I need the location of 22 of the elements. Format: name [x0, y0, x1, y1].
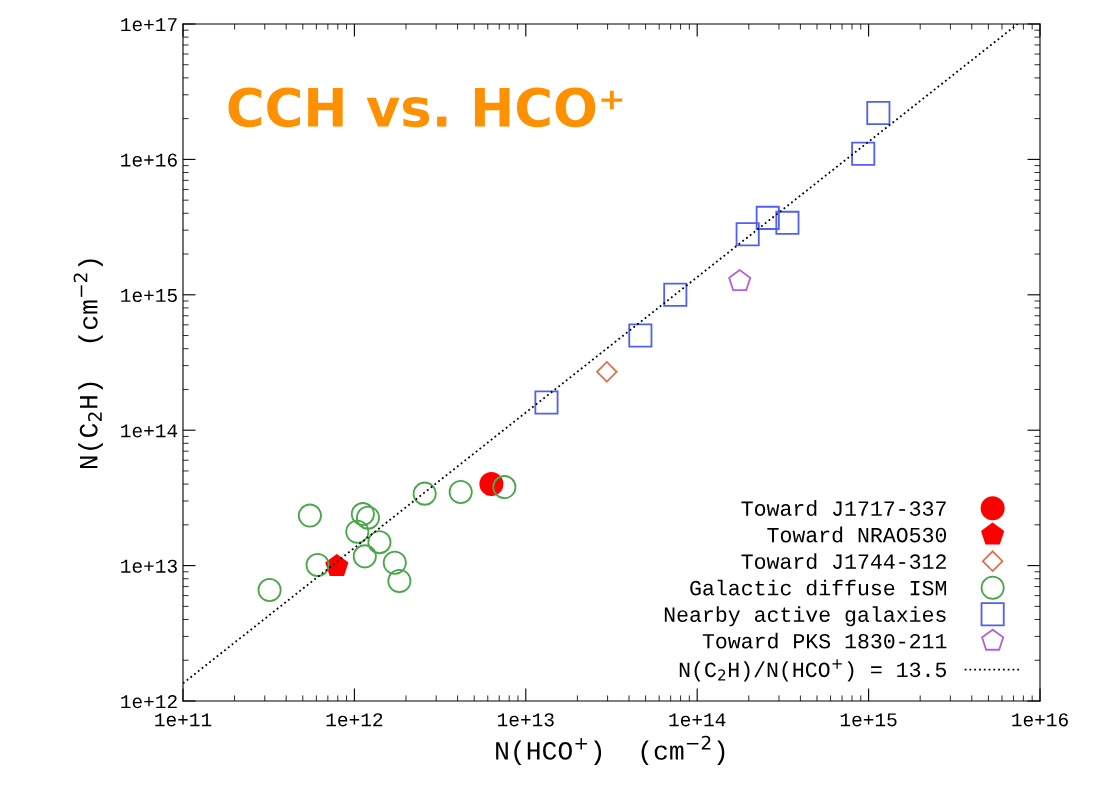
y-tick-label: 1e+14	[121, 424, 178, 438]
x-tick-label: 1e+14	[669, 713, 726, 727]
x-tick-label: 1e+11	[155, 713, 212, 727]
legend-label: Toward PKS 1830-211	[702, 632, 947, 649]
legend-label: Toward NRAO530	[767, 526, 947, 543]
x-tick-label: 1e+12	[326, 713, 383, 727]
x-tick-label: 1e+15	[840, 713, 897, 727]
y-tick-label: 1e+17	[121, 18, 177, 32]
legend-label: Toward J1717-337	[741, 500, 946, 516]
y-tick-label: 1e+13	[121, 559, 177, 573]
text: CCH vs. HCO⁺	[228, 87, 623, 128]
legend-label: Galactic diffuse ISM	[690, 579, 947, 596]
x-axis-title: N(HCO$^{+}$) (cm$^{−2}$)	[496, 735, 725, 766]
legend-label: Nearby active galaxies	[664, 606, 946, 627]
y-tick-label: 1e+12	[121, 695, 177, 709]
y-tick-label: 1e+16	[121, 153, 177, 167]
y-tick-label: 1e+15	[121, 289, 177, 303]
x-tick-label: 1e+13	[498, 713, 554, 727]
legend-label: Toward J1744-312	[741, 553, 946, 569]
x-tick-label: 1e+16	[1012, 713, 1068, 727]
y-axis-title: N(C$_{2}$H) (cm$^{−2}$)	[73, 259, 103, 469]
legend-label: N(C$_{2}$H)/N(HCO$^{+}$) = 13.5	[679, 659, 947, 682]
